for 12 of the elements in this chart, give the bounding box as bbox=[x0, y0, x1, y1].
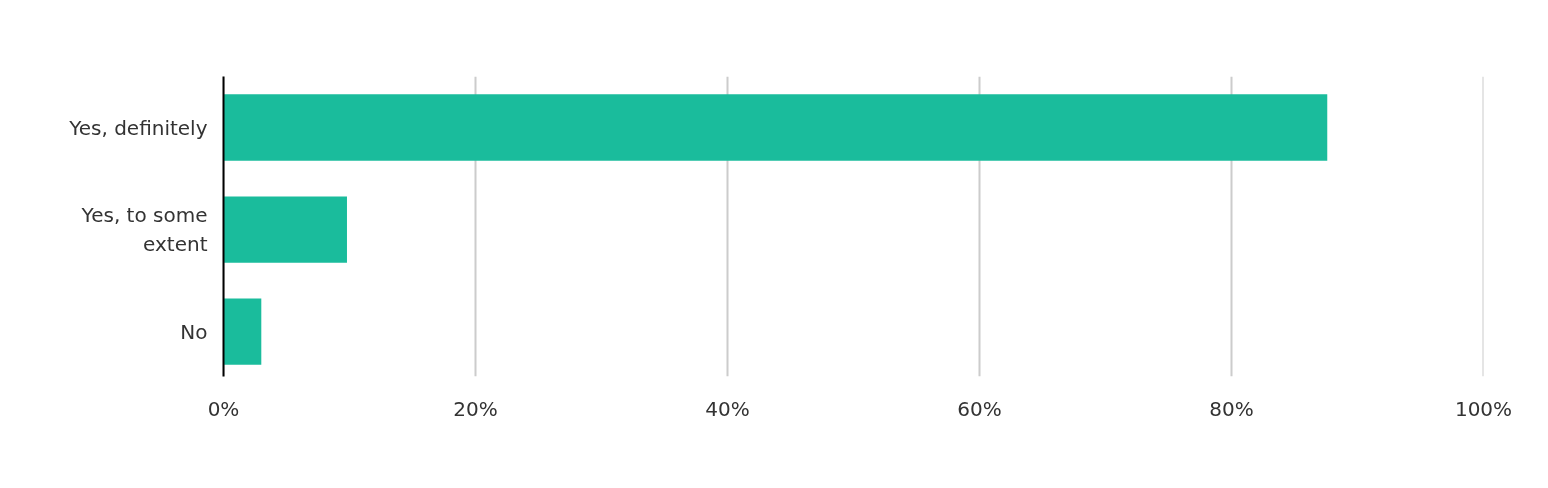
x-tick-label: 40% bbox=[705, 396, 750, 421]
x-tick-label: 0% bbox=[207, 396, 240, 421]
x-tick-label: 60% bbox=[957, 396, 1002, 421]
y-tick-label: No bbox=[180, 319, 208, 344]
x-tick-label: 20% bbox=[453, 396, 498, 421]
x-tick-label: 80% bbox=[1209, 396, 1254, 421]
bar bbox=[223, 298, 262, 365]
x-tick-label: 100% bbox=[1454, 396, 1513, 421]
y-tick-label: Yes, definitely bbox=[68, 115, 208, 140]
y-tick-label: Yes, to some extent bbox=[80, 203, 208, 256]
bar bbox=[223, 94, 1328, 161]
bar bbox=[223, 196, 347, 263]
